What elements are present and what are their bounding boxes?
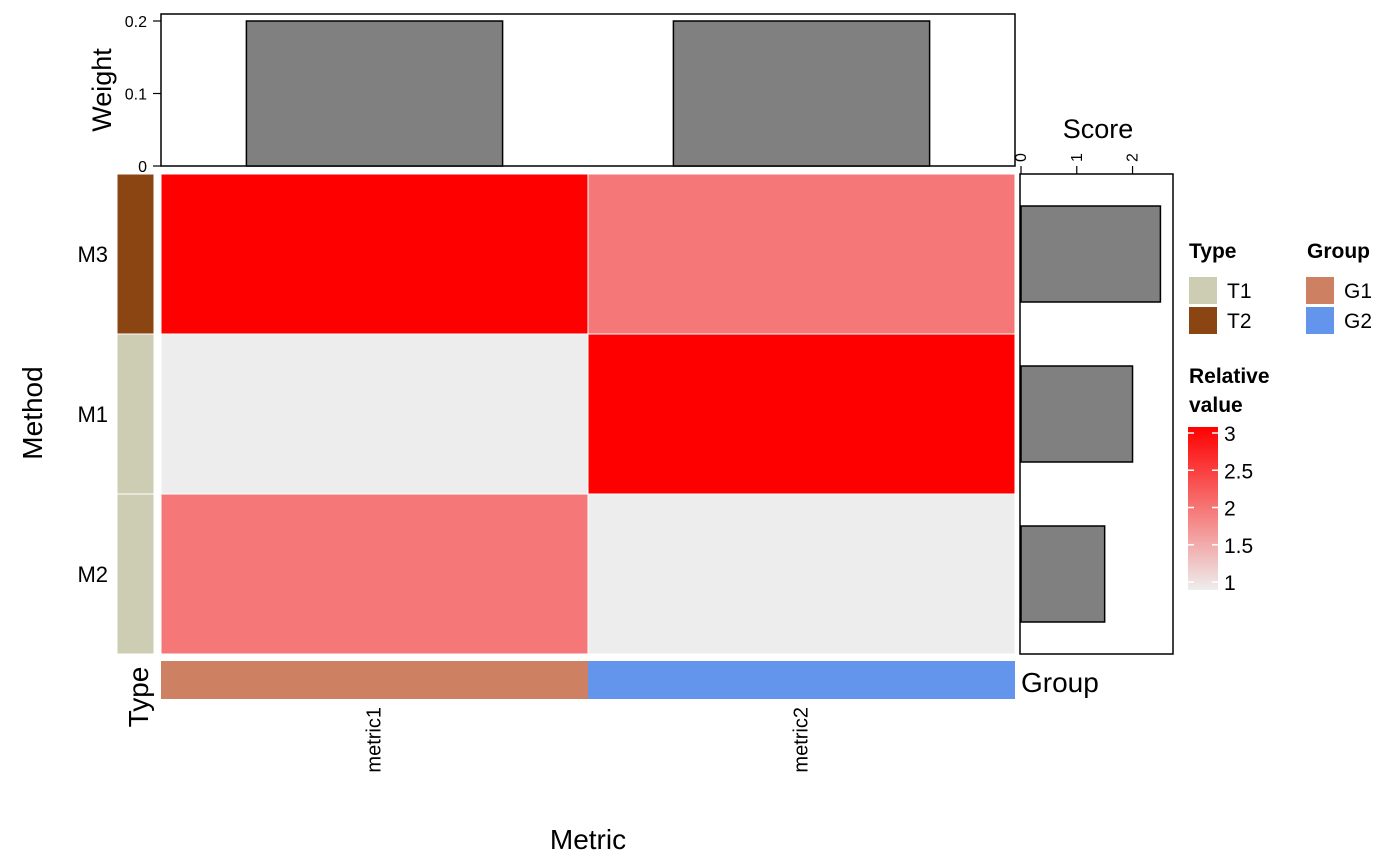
legend-type-title: Type [1189,240,1236,263]
weight-panel: 0 0.1 0.2 Weight [87,13,1016,176]
score-tick-label: 2 [1125,153,1142,162]
score-bars [1020,205,1162,623]
type-cell-M1 [116,333,155,495]
colorbar-tick-label: 1.5 [1224,535,1253,558]
type-axis-label: Type [123,667,154,728]
y-axis-title: Method [17,366,48,459]
legend-colorbar-ticks: 3 2.5 2 1.5 1 [1188,423,1253,595]
score-panel-frame [1019,173,1174,655]
weight-tick-label: 0.1 [125,87,147,104]
legend-relative-value: Relative value 3 2.5 2 1.5 1 [1188,365,1270,595]
legend-swatch-G2 [1306,307,1334,334]
score-tick-label: 1 [1069,153,1086,162]
legend-swatch-G1 [1306,277,1334,304]
colorbar-tick-label: 3 [1224,423,1236,446]
group-cell-metric2 [588,661,1015,699]
weight-panel-frame [160,13,1016,167]
legend-label-G1: G1 [1344,280,1372,303]
heatmap [160,173,1016,655]
score-bar-M2 [1020,525,1106,623]
group-cell-metric1 [161,661,588,699]
heatmap-cell-M1-metric2 [587,333,1016,495]
colorbar-tick-label: 1 [1224,572,1236,595]
method-label-M1: M1 [77,402,108,427]
score-bar-M1 [1020,365,1134,463]
group-annotation-row [161,661,1015,699]
heatmap-cell-M1-metric1 [160,333,589,495]
weight-bar-metric2 [672,20,931,167]
method-label-M3: M3 [77,242,108,267]
metric-label-metric2: metric2 [791,707,813,773]
weight-bar-metric1 [245,20,504,167]
legend-relative-value-title-line2: value [1189,394,1243,417]
legend-group-title: Group [1307,240,1370,263]
colorbar-tick-label: 2 [1224,498,1236,521]
weight-y-ticks: 0 0.1 0.2 [125,14,161,176]
metric-labels: metric1 metric2 [364,707,813,773]
method-labels: M3 M1 M2 [77,242,108,587]
type-cell-M3 [116,173,155,335]
type-annotation-column [116,173,155,655]
weight-bars [245,20,931,167]
score-x-ticks: 0 1 2 [1013,153,1142,174]
method-label-M2: M2 [77,562,108,587]
legend-label-G2: G2 [1344,310,1372,333]
heatmap-cell-M3-metric2 [587,173,1016,335]
legend-label-T1: T1 [1227,280,1252,303]
heatmap-cell-M2-metric2 [587,493,1016,655]
legend-relative-value-title-line1: Relative [1189,365,1270,388]
group-axis-label: Group [1021,667,1099,698]
weight-axis-title: Weight [87,48,117,132]
legend-swatch-T2 [1189,307,1217,334]
x-axis-title: Metric [550,824,626,855]
heatmap-cell-M2-metric1 [160,493,589,655]
heatmap-cell-M3-metric1 [160,173,589,335]
colorbar-tick-label: 2.5 [1224,460,1253,483]
type-cell-M2 [116,493,155,655]
weight-tick-label: 0.2 [125,14,147,31]
score-axis-title: Score [1063,114,1134,144]
metric-label-metric1: metric1 [364,707,386,773]
score-panel: 0 1 2 Score [1013,114,1174,655]
legend-label-T2: T2 [1227,310,1252,333]
legend-colorbar [1188,427,1218,590]
legend-swatch-T1 [1189,277,1217,304]
score-tick-label: 0 [1013,153,1030,162]
score-bar-M3 [1020,205,1162,303]
weight-tick-label: 0 [138,159,147,176]
